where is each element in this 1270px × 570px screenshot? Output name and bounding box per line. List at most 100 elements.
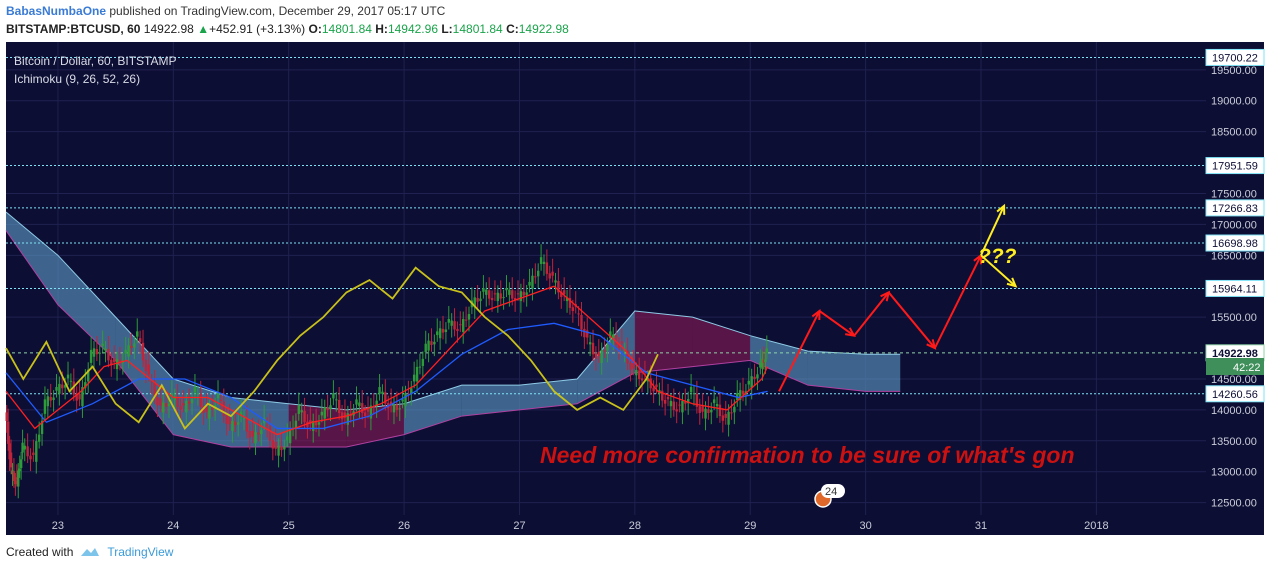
candle-body: [588, 342, 592, 345]
candle-body: [430, 341, 433, 345]
tenkan-sen-line: [5, 285, 769, 436]
candle-body: [490, 297, 494, 301]
chart-title: Bitcoin / Dollar, 60, BITSTAMP: [14, 54, 177, 68]
candle-body: [612, 334, 615, 339]
candle-body: [254, 431, 257, 444]
price-axis[interactable]: [1206, 42, 1264, 515]
candle-body: [303, 410, 306, 423]
candle-body: [196, 393, 200, 395]
candle-body: [297, 405, 300, 414]
candle-body: [493, 293, 497, 295]
candle-body: [32, 452, 35, 456]
candle-body: [355, 399, 358, 405]
candle-body: [153, 382, 156, 398]
candle-body: [343, 412, 347, 418]
candle-body: [69, 380, 73, 382]
publish-text: published on TradingView.com, December 2…: [109, 4, 446, 18]
candle-body: [525, 292, 528, 295]
x-tick-label: 2018: [1084, 520, 1108, 532]
candle-body: [580, 314, 583, 330]
ichimoku-cloud-segment: [288, 403, 347, 447]
candle-body: [75, 393, 78, 401]
author-link[interactable]: BabasNumbaOne: [6, 4, 107, 18]
candle-body: [127, 345, 130, 357]
candle-body: [283, 446, 286, 450]
candle-body: [52, 397, 55, 400]
candle-body: [672, 401, 675, 410]
candle-body: [162, 402, 165, 413]
candle-body: [193, 387, 197, 393]
price-chart[interactable]: 19700.22 17951.59 17266.83 16698.98 15964.11…: [0, 42, 1270, 535]
price-level-badge: [1205, 199, 1265, 217]
candle-body: [124, 349, 127, 354]
countdown-badge: 42:22: [1206, 358, 1264, 375]
time-axis[interactable]: [6, 515, 1264, 535]
ichimoku-cloud-segment: [461, 385, 520, 417]
candle-body: [684, 401, 687, 404]
candle-body: [663, 399, 667, 404]
candle-body: [43, 399, 47, 414]
y-tick-label: 19000.00: [1211, 96, 1257, 108]
candle-body: [753, 376, 756, 379]
candle-body: [167, 403, 171, 407]
candle-body: [715, 404, 719, 407]
candle-body: [485, 289, 488, 295]
last-price: 14922.98: [143, 22, 194, 36]
candle-body: [415, 366, 419, 382]
candle-body: [577, 313, 580, 315]
open-label: O:: [308, 22, 322, 36]
candle-body: [603, 350, 606, 352]
candle-body: [505, 288, 508, 291]
candle-body: [741, 390, 745, 395]
candle-body: [704, 408, 707, 419]
last-price-label: 14922.98: [1212, 348, 1258, 360]
candle-body: [133, 343, 136, 348]
candle-body: [401, 399, 404, 402]
candle-body: [231, 421, 234, 431]
candle-body: [450, 320, 453, 326]
publish-info: BabasNumbaOne published on TradingView.c…: [6, 4, 445, 18]
candle-body: [476, 297, 479, 302]
candle-body: [436, 331, 439, 336]
candle-body: [251, 430, 254, 437]
candle-body: [712, 399, 716, 404]
candle-body: [323, 407, 326, 419]
candle-body: [698, 406, 701, 413]
candle-body: [294, 420, 298, 428]
candle-body: [14, 480, 17, 485]
candle-body: [462, 318, 465, 332]
candle-body: [280, 446, 283, 451]
candle-body: [617, 344, 621, 349]
candle-body: [361, 403, 364, 413]
candle-body: [286, 436, 289, 441]
tradingview-link[interactable]: TradingView: [107, 545, 174, 559]
candle-body: [190, 399, 194, 404]
candle-body: [61, 384, 64, 389]
candle-body: [487, 290, 491, 299]
projection-arrow-segment: [818, 310, 855, 337]
candle-body: [332, 393, 335, 399]
candle-body: [58, 383, 61, 394]
candle-body: [594, 353, 598, 359]
candle-body: [49, 396, 52, 401]
candle-body: [337, 399, 341, 413]
candle-body: [260, 429, 263, 435]
candle-body: [234, 421, 237, 426]
candle-body: [418, 366, 422, 368]
price-level-badge: [1205, 157, 1265, 175]
candle-body: [421, 358, 425, 366]
candle-body: [410, 388, 413, 394]
candle-body: [565, 297, 569, 302]
events-badge[interactable]: 24: [814, 484, 845, 508]
projection-alt-arrow-segment: [980, 254, 1017, 287]
projection-arrow-segment: [778, 310, 821, 392]
candle-body: [392, 404, 396, 413]
ichimoku-cloud-segment: [634, 310, 693, 373]
candle-body: [95, 348, 99, 355]
candle-body: [257, 432, 260, 435]
y-tick-label: 15500.00: [1211, 312, 1257, 324]
candle-body: [381, 391, 384, 394]
symbol-label: BITSTAMP:BTCUSD, 60: [6, 22, 141, 36]
candle-body: [444, 329, 448, 332]
candle-body: [208, 407, 211, 419]
